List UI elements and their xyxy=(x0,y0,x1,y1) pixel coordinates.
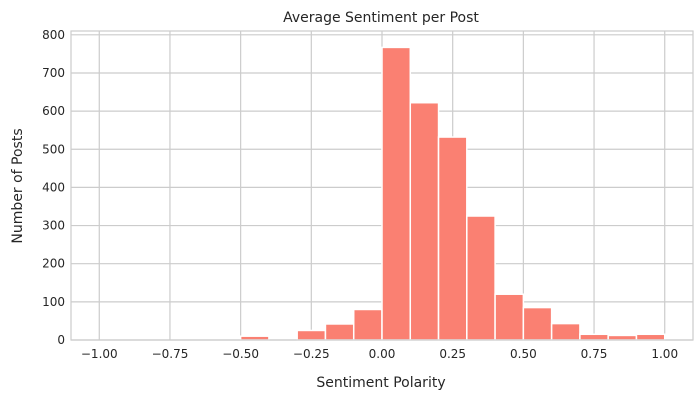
histogram-bar xyxy=(579,333,609,341)
y-tick-label: 0 xyxy=(57,333,65,347)
histogram-bar xyxy=(324,323,355,341)
x-tick-label: −1.00 xyxy=(81,347,118,361)
histogram-bar xyxy=(437,136,468,341)
x-tick-label: −0.50 xyxy=(222,347,259,361)
y-axis-label: Number of Posts xyxy=(10,128,26,243)
histogram-bar xyxy=(550,322,581,341)
y-tick-label: 500 xyxy=(42,142,65,156)
bars xyxy=(239,46,666,341)
x-tick-label: −0.75 xyxy=(152,347,189,361)
histogram-bar xyxy=(635,333,666,341)
histogram-bar xyxy=(522,306,553,341)
y-tick-label: 100 xyxy=(42,295,65,309)
x-tick-label: 0.75 xyxy=(581,347,608,361)
histogram-bar xyxy=(494,293,525,341)
x-tick-labels: −1.00 −0.75 −0.50 −0.25 0.00 0.25 0.50 0.75 1.00 xyxy=(81,347,678,361)
x-tick-label: 0.50 xyxy=(510,347,537,361)
y-tick-labels: 0 100 200 300 400 500 600 700 800 xyxy=(42,28,65,347)
y-tick-label: 800 xyxy=(42,28,65,42)
plot-frame xyxy=(70,30,694,341)
y-tick-label: 700 xyxy=(42,66,65,80)
histogram-bar xyxy=(409,101,440,341)
y-tick-label: 600 xyxy=(42,104,65,118)
x-tick-label: 0.25 xyxy=(439,347,466,361)
x-tick-label: 1.00 xyxy=(651,347,678,361)
y-tick-label: 400 xyxy=(42,180,65,194)
histogram-bar xyxy=(352,308,383,341)
y-tick-label: 200 xyxy=(42,257,65,271)
chart-title: Average Sentiment per Post xyxy=(283,10,479,26)
x-tick-label: −0.25 xyxy=(293,347,330,361)
x-axis-label: Sentiment Polarity xyxy=(316,375,445,391)
histogram-bar xyxy=(381,46,412,341)
histogram-bar xyxy=(607,334,638,341)
y-tick-label: 300 xyxy=(42,219,65,233)
histogram-bar xyxy=(296,329,327,341)
histogram-bar xyxy=(466,215,496,341)
x-tick-label: 0.00 xyxy=(369,347,396,361)
